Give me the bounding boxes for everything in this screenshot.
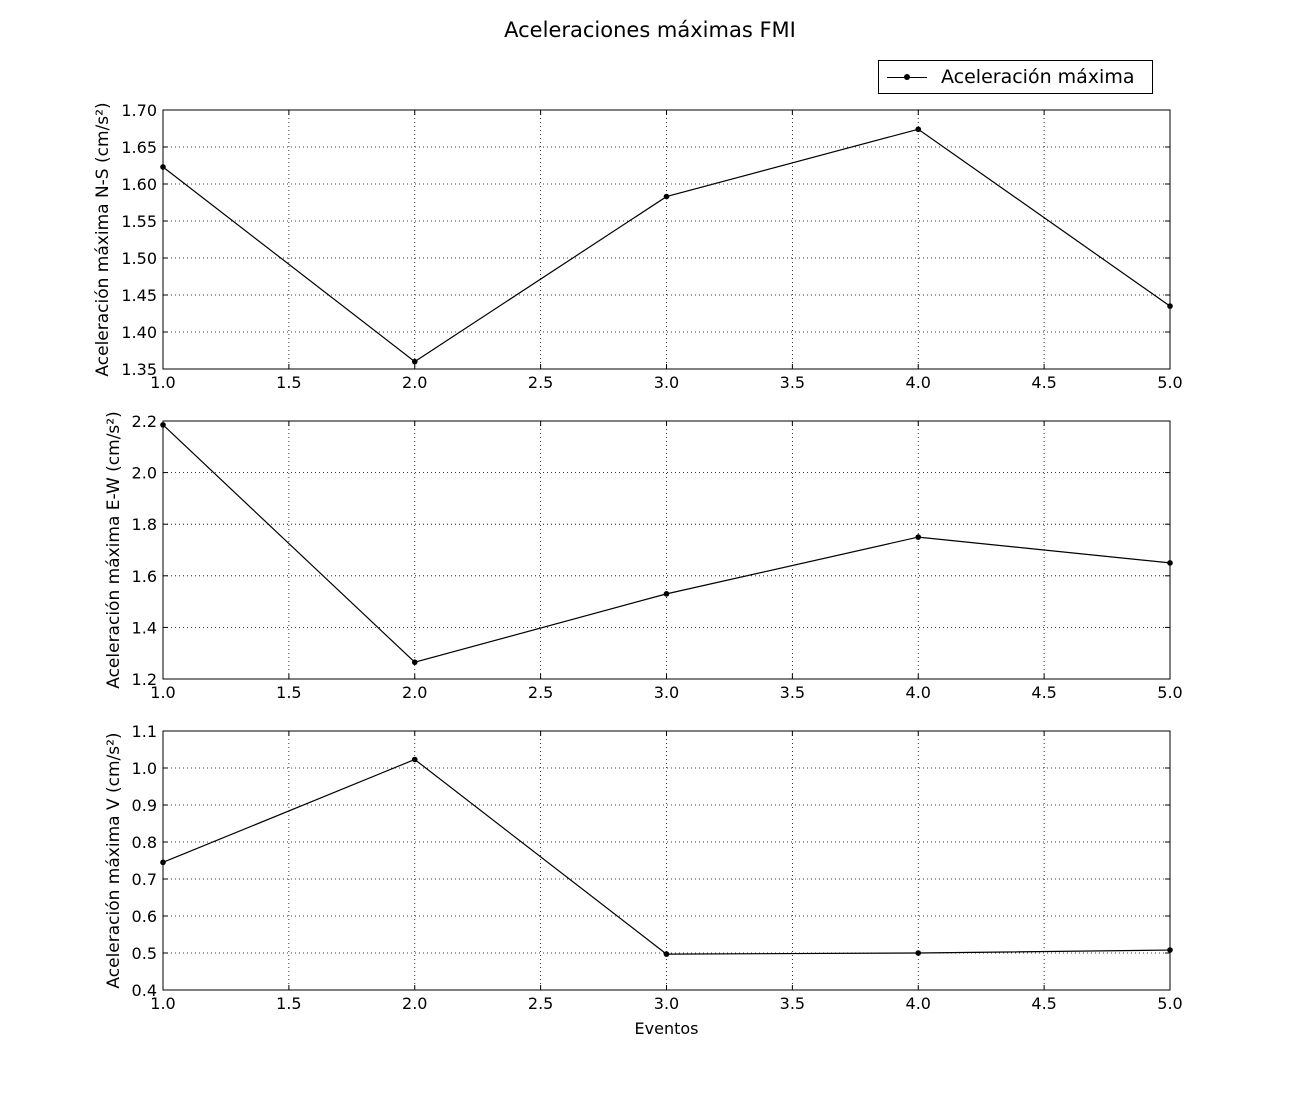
y-tick-label: 1.65 — [121, 138, 157, 157]
y-tick-label: 0.6 — [132, 907, 157, 926]
y-tick-label: 1.35 — [121, 360, 157, 379]
data-point — [663, 193, 670, 200]
x-tick-label: 4.0 — [906, 683, 931, 702]
figure-title: Aceleraciones máximas FMI — [504, 18, 796, 42]
data-point — [411, 756, 418, 763]
y-tick-label: 1.70 — [121, 101, 157, 120]
y-tick-label: 1.60 — [121, 175, 157, 194]
data-point — [915, 534, 922, 540]
x-axis-label: Eventos — [635, 1019, 699, 1038]
x-tick-label: 4.5 — [1031, 683, 1056, 702]
y-tick-label: 1.6 — [132, 567, 157, 586]
data-point — [411, 358, 418, 365]
y-tick-label: 0.9 — [132, 796, 157, 815]
x-tick-label: 3.0 — [654, 683, 679, 702]
data-point — [1167, 947, 1173, 953]
y-tick-label: 2.2 — [132, 412, 157, 431]
data-point — [160, 422, 166, 428]
data-point — [160, 164, 166, 170]
legend-dot-marker — [904, 74, 910, 80]
y-tick-label: 0.8 — [132, 833, 157, 852]
x-tick-label: 5.0 — [1157, 994, 1182, 1013]
data-point — [663, 591, 670, 597]
x-tick-label: 2.5 — [528, 994, 553, 1013]
y-tick-label: 1.4 — [132, 618, 157, 637]
y-tick-label: 1.45 — [121, 286, 157, 305]
x-tick-label: 2.5 — [528, 683, 553, 702]
x-tick-label: 3.5 — [780, 994, 805, 1013]
data-point — [1167, 303, 1173, 309]
x-tick-label: 4.5 — [1031, 373, 1056, 392]
legend: Aceleración máxima — [878, 60, 1153, 94]
x-tick-label: 4.0 — [906, 994, 931, 1013]
y-tick-label: 1.50 — [121, 249, 157, 268]
x-tick-label: 3.5 — [780, 373, 805, 392]
subplot-2: 1.0 1.5 2.0 2.5 3.0 3.5 4.0 4.5 5.0 1.2 1.4 1.6 1.8 2… — [104, 411, 1183, 702]
x-tick-label: 3.5 — [780, 683, 805, 702]
x-tick-label: 5.0 — [1157, 683, 1182, 702]
y-tick-label: 1.1 — [132, 722, 157, 741]
x-tick-label: 1.5 — [276, 994, 301, 1013]
y-tick-label: 1.2 — [132, 670, 157, 689]
y-tick-label: 0.7 — [132, 870, 157, 889]
x-tick-label: 3.0 — [654, 994, 679, 1013]
x-tick-label: 1.0 — [150, 994, 175, 1013]
x-tick-label: 2.0 — [402, 683, 427, 702]
plot-area-frame — [162, 109, 1171, 370]
x-tick-label: 2.0 — [402, 994, 427, 1013]
data-point — [160, 859, 166, 866]
x-tick-label: 4.5 — [1031, 994, 1056, 1013]
subplot-1: 1.0 1.5 2.0 2.5 3.0 3.5 4.0 4.5 5.0 1.35 1.40 1.45 1… — [93, 101, 1183, 392]
x-tick-label: 4.0 — [906, 373, 931, 392]
subplot-3: 1.0 1.5 2.0 2.5 3.0 3.5 4.0 4.5 5.0 0.4 0.5 0.6 0.7 0… — [104, 722, 1183, 1038]
x-tick-label: 1.5 — [276, 683, 301, 702]
data-point — [663, 951, 670, 957]
series-line — [162, 758, 1171, 955]
y-axis-label: Aceleración máxima N-S (cm/s²) — [93, 102, 113, 376]
y-axis-label: Aceleración máxima E-W (cm/s²) — [104, 411, 124, 689]
y-tick-label: 0.5 — [132, 944, 157, 963]
data-point — [411, 659, 418, 666]
data-point — [1167, 560, 1173, 566]
legend-label: Aceleración máxima — [941, 66, 1135, 88]
data-point — [915, 126, 922, 133]
y-tick-label: 0.4 — [132, 981, 157, 1000]
y-tick-label: 1.40 — [121, 323, 157, 342]
y-tick-label: 1.8 — [132, 515, 157, 534]
y-axis-label: Aceleración máxima V (cm/s²) — [104, 732, 124, 988]
x-tick-label: 1.0 — [150, 373, 175, 392]
plot-area-frame — [162, 420, 1171, 680]
y-tick-label: 2.0 — [132, 464, 157, 483]
x-tick-label: 2.5 — [528, 373, 553, 392]
x-tick-label: 5.0 — [1157, 373, 1182, 392]
x-tick-label: 3.0 — [654, 373, 679, 392]
data-point — [915, 950, 922, 956]
x-tick-label: 1.5 — [276, 373, 301, 392]
series-line — [162, 424, 1171, 663]
x-tick-label: 1.0 — [150, 683, 175, 702]
y-tick-label: 1.55 — [121, 212, 157, 231]
y-tick-label: 1.0 — [132, 759, 157, 778]
x-tick-label: 2.0 — [402, 373, 427, 392]
